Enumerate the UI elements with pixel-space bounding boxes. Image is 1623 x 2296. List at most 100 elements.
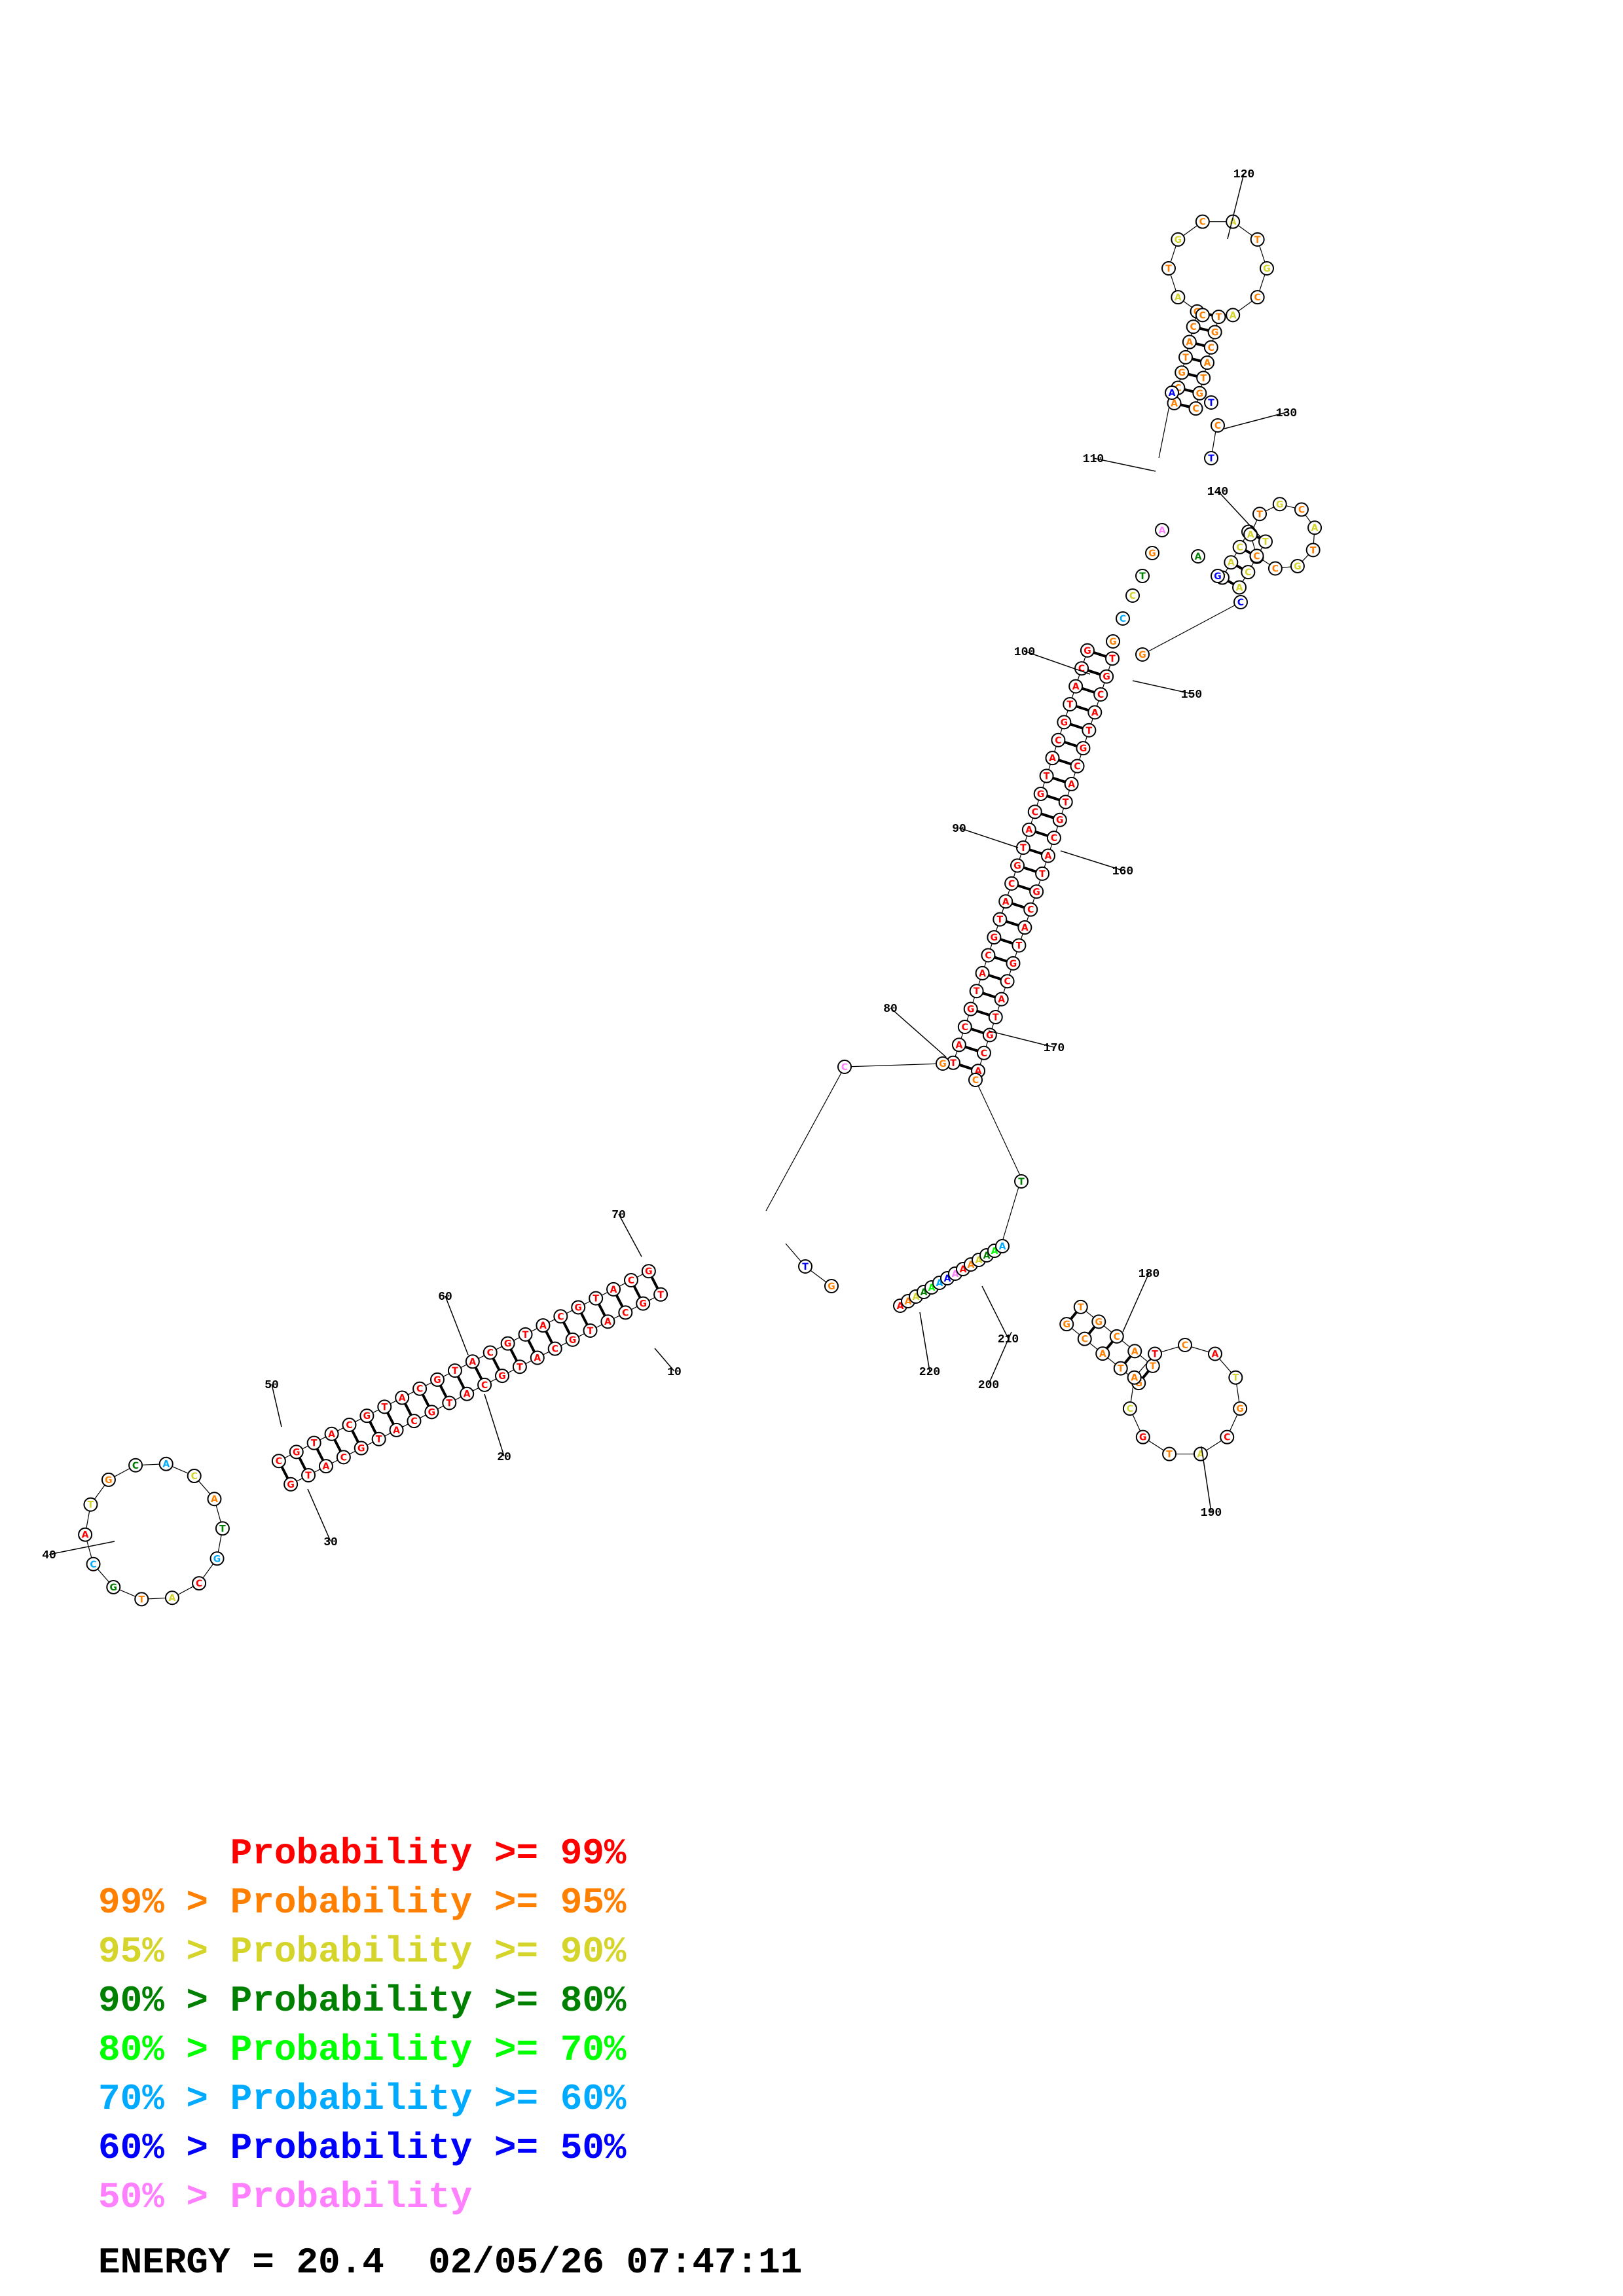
nucleotide-letter: C [1237,598,1244,608]
nucleotide-circle [1199,355,1214,370]
nucleotide-letter: A [1131,1346,1139,1357]
nucleotide: A [164,1590,179,1605]
energy-label: ENERGY = 20.4 02/05/26 07:47:11 [98,2242,803,2284]
nucleotide: T [798,1259,812,1274]
nucleotide-letter: T [1063,797,1069,808]
nucleotide-letter: C [416,1384,423,1395]
legend-row: 90% > Probability >= 80% [98,1980,627,2022]
nucleotide-letter: G [1276,499,1284,510]
nucleotide: T [1105,651,1120,666]
nucleotide-letter: C [1004,977,1010,987]
nucleotide-circle [837,1060,852,1074]
nucleotide-letter: C [1055,736,1061,746]
nucleotide-circle [993,912,1008,927]
nucleotide: C [1000,974,1015,989]
index-label: 150 [1181,689,1202,702]
nucleotide-circle [424,1405,439,1420]
nucleotide-circle [1196,370,1211,386]
nucleotide: T [1252,507,1267,522]
nucleotide-letter: G [1010,959,1017,969]
backbone-segment [1142,601,1241,655]
nucleotide-letter: A [399,1393,406,1404]
nucleotide: T [1161,261,1176,276]
nucleotide-circle [969,984,984,999]
nucleotide-circle [998,894,1013,909]
nucleotide: C [837,1060,852,1074]
nucleotide-circle [1145,546,1159,560]
nucleotide: G [936,1056,950,1071]
index-label: 90 [952,823,966,836]
nucleotide-circle [377,1399,392,1414]
nucleotide: G [494,1369,509,1384]
nucleotide-circle [1186,319,1201,334]
nucleotide-circle [1012,938,1027,953]
nucleotide-letter: T [974,986,980,997]
backbone-segment [765,1066,845,1211]
nucleotide: A [1155,523,1169,537]
nucleotide-letter: G [428,1407,436,1418]
nucleotide-letter: T [1044,772,1050,782]
nucleotide-circle [987,930,1002,945]
nucleotide-circle [289,1444,304,1460]
nucleotide-letter: T [88,1500,94,1511]
nucleotide-letter: T [1067,700,1073,710]
nucleotide: G [571,1300,586,1315]
nucleotide: G [101,1472,116,1487]
nucleotide-circle [1233,1401,1248,1416]
nucleotide: C [1250,290,1265,305]
nucleotide: G [1029,884,1044,899]
nucleotide-letter: A [1045,851,1052,861]
nucleotide-circle [1249,548,1264,564]
nucleotide-circle [1033,786,1048,801]
nucleotide: A [1307,520,1322,535]
nucleotide: T [134,1592,149,1607]
nucleotide-letter: G [1084,646,1091,656]
legend-probability: Probability [230,2176,473,2218]
nucleotide-letter: C [1190,322,1197,332]
backbone-segment [975,1079,1022,1179]
nucleotide-letter: C [1182,1340,1188,1351]
nucleotide-letter: A [905,1297,912,1307]
nucleotide-letter: C [1192,404,1199,414]
nucleotide-letter: A [323,1462,330,1472]
index-label: 220 [919,1366,940,1379]
nucleotide: T [1305,543,1321,558]
nucleotide: A [994,992,1009,1007]
nucleotide: C [968,1073,983,1087]
nucleotide: T [1162,1446,1177,1462]
nucleotide: C [981,948,996,963]
nucleotide-letter: A [1204,358,1211,368]
nucleotide: T [653,1287,668,1302]
nucleotide-letter: C [1214,421,1221,431]
nucleotide-circle [210,1551,225,1566]
nucleotide-circle [187,1469,202,1484]
nucleotide-circle [1080,643,1095,658]
nucleotide-letter: G [433,1375,441,1386]
nucleotide: G [430,1372,445,1387]
nucleotide-letter: T [1166,1450,1173,1460]
nucleotide-circle [164,1590,179,1605]
nucleotide-letter: C [132,1461,139,1471]
nucleotide-letter: G [293,1447,301,1458]
nucleotide: A [1182,334,1197,350]
nucleotide-circle [1243,527,1258,542]
nucleotide-circle [106,1579,121,1594]
nucleotide: A [158,1456,173,1471]
nucleotide-circle [589,1291,604,1306]
nucleotide: G [359,1408,374,1424]
nucleotide-letter: A [469,1357,476,1367]
nucleotide-circle [1076,741,1091,756]
nucleotide: T [1039,768,1054,783]
nucleotide: C [1122,1401,1137,1416]
nucleotide-circle [1290,558,1305,573]
nucleotide-circle [1059,1317,1074,1332]
nucleotide: G [1211,569,1225,583]
nucleotide-letter: A [1197,1450,1205,1460]
nucleotide-letter: A [999,1242,1006,1252]
index-tick [618,1213,642,1257]
index-label: 50 [264,1379,279,1392]
legend-row: 50% > Probability [98,2176,472,2218]
nucleotide-letter: G [213,1554,221,1564]
nucleotide-letter: C [410,1416,417,1427]
nucleotide: T [518,1327,533,1342]
